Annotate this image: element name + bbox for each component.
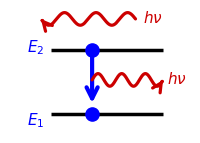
- Text: $h\nu$: $h\nu$: [167, 70, 187, 87]
- Point: [91, 112, 94, 115]
- Point: [91, 49, 94, 52]
- Text: $E_2$: $E_2$: [27, 38, 45, 57]
- Text: $E_1$: $E_1$: [27, 111, 45, 130]
- Text: $h\nu$: $h\nu$: [143, 10, 163, 25]
